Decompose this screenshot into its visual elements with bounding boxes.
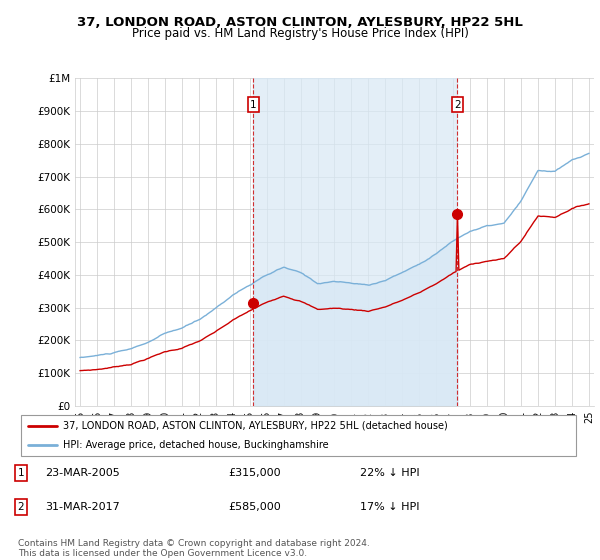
Bar (253, 78, 457, 406)
Text: 2: 2 (17, 502, 25, 512)
Text: £585,000: £585,000 (228, 502, 281, 512)
Text: 17% ↓ HPI: 17% ↓ HPI (360, 502, 419, 512)
Text: HPI: Average price, detached house, Buckinghamshire: HPI: Average price, detached house, Buck… (63, 440, 329, 450)
FancyBboxPatch shape (21, 416, 577, 456)
Text: Contains HM Land Registry data © Crown copyright and database right 2024.
This d: Contains HM Land Registry data © Crown c… (18, 539, 370, 558)
Text: 2: 2 (454, 100, 461, 110)
Text: 22% ↓ HPI: 22% ↓ HPI (360, 468, 419, 478)
Text: £315,000: £315,000 (228, 468, 281, 478)
Text: Price paid vs. HM Land Registry's House Price Index (HPI): Price paid vs. HM Land Registry's House … (131, 27, 469, 40)
Text: 1: 1 (250, 100, 257, 110)
Text: 1: 1 (17, 468, 25, 478)
Text: 37, LONDON ROAD, ASTON CLINTON, AYLESBURY, HP22 5HL: 37, LONDON ROAD, ASTON CLINTON, AYLESBUR… (77, 16, 523, 29)
Text: 31-MAR-2017: 31-MAR-2017 (45, 502, 120, 512)
Text: 23-MAR-2005: 23-MAR-2005 (45, 468, 120, 478)
Text: 37, LONDON ROAD, ASTON CLINTON, AYLESBURY, HP22 5HL (detached house): 37, LONDON ROAD, ASTON CLINTON, AYLESBUR… (63, 421, 448, 431)
